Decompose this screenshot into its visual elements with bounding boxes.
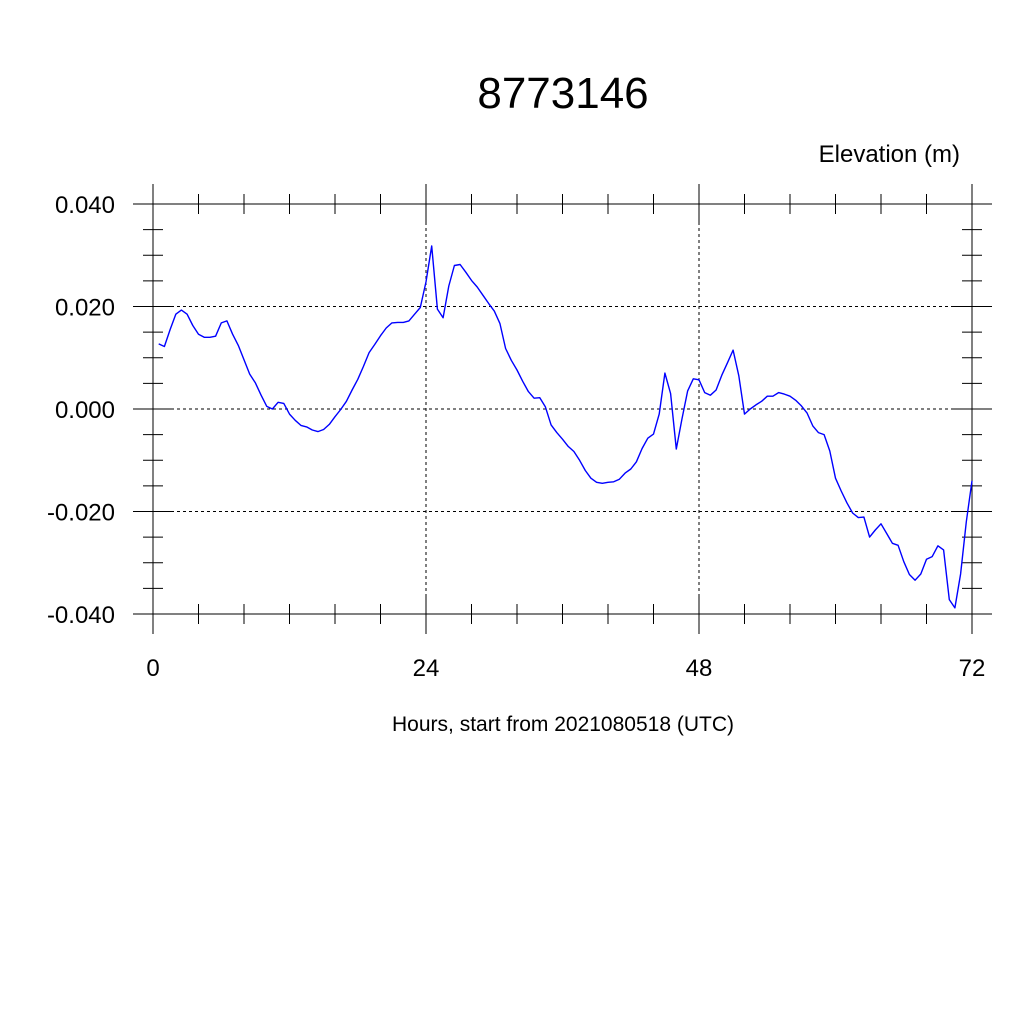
elevation-series-line xyxy=(158,245,973,609)
y-tick-label: 0.000 xyxy=(55,397,115,424)
y-tick-label: 0.040 xyxy=(55,192,115,219)
plot-frame xyxy=(152,203,973,615)
gridlines xyxy=(152,203,973,615)
x-tick-label: 72 xyxy=(959,655,986,682)
y-tick-label: 0.020 xyxy=(55,295,115,322)
unit-label: Elevation (m) xyxy=(819,141,960,168)
y-tick-label: -0.020 xyxy=(47,500,115,527)
y-tick-label: -0.040 xyxy=(47,602,115,629)
chart-title: 8773146 xyxy=(477,69,648,118)
x-axis-label: Hours, start from 2021080518 (UTC) xyxy=(392,713,734,736)
x-tick-label: 24 xyxy=(413,655,440,682)
x-tick-label: 0 xyxy=(146,655,159,682)
tick-labels: 0 24 48 72 0.040 0.020 0.000 -0.020 -0.040 xyxy=(47,192,985,682)
x-tick-label: 48 xyxy=(686,655,713,682)
